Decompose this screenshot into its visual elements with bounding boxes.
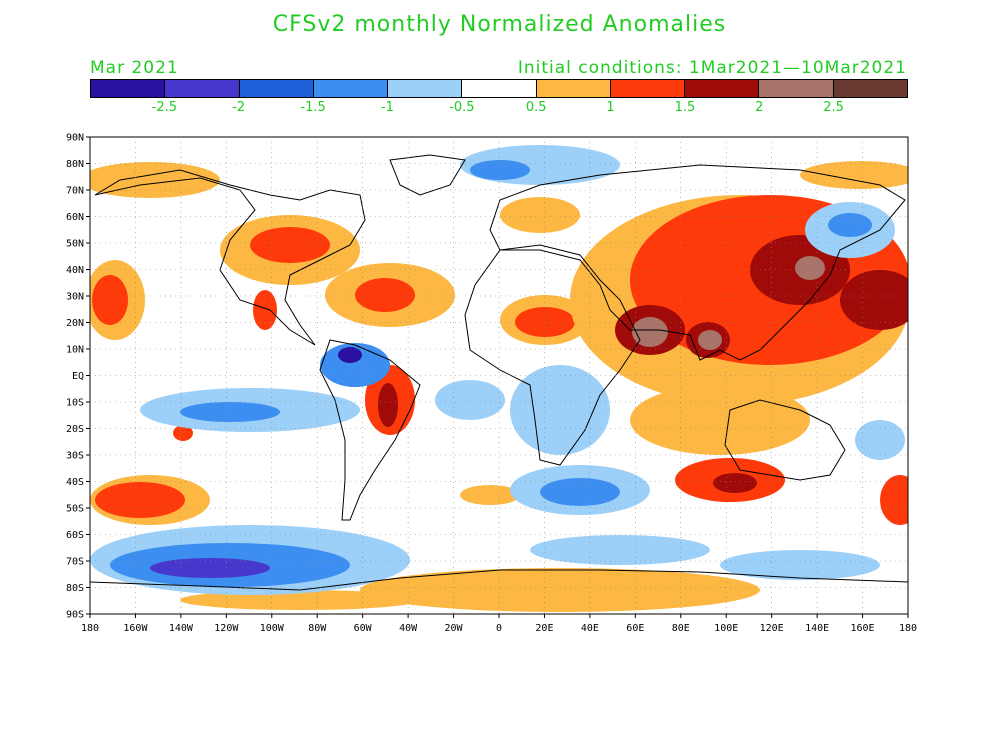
latitude-label: 80N xyxy=(66,159,84,170)
longitude-label: 120W xyxy=(214,623,239,634)
colorbar-segment xyxy=(239,80,314,97)
colorbar-segment xyxy=(91,80,166,97)
longitude-label: 0 xyxy=(496,623,502,634)
latitude-labels: 90N 80N 70N 60N 50N 40N 30N 20N 10N EQ 10S 20S 30S 40… xyxy=(66,133,84,621)
longitude-label: 180 xyxy=(899,623,917,634)
colorbar-segment xyxy=(610,80,686,97)
longitude-label: 20E xyxy=(535,623,553,634)
forecast-month-label: Mar 2021 xyxy=(90,58,179,78)
latitude-label: 70N xyxy=(66,186,84,197)
colorbar-segment xyxy=(313,80,389,97)
longitude-label: 80W xyxy=(308,623,327,634)
colorbar-labels: -2.5 -2 -1.5 -1 -0.5 0.5 1 1.5 2 2.5 xyxy=(90,100,908,116)
colorbar-tick-label: -2 xyxy=(232,100,246,115)
colorbar-tick-label: 1 xyxy=(606,100,615,115)
longitude-labels: 180 160W 140W 120W 100W 80W 60W 40W 20W 0 20E 40E 60… xyxy=(81,623,917,634)
latitude-label: 90S xyxy=(66,610,84,621)
colorbar-segment xyxy=(462,80,537,97)
map-title: CFSv2 monthly Normalized Anomalies xyxy=(272,12,727,37)
latitude-label: 30S xyxy=(66,451,84,462)
colorbar xyxy=(90,79,908,98)
latitude-label: 90N xyxy=(66,133,84,144)
colorbar-tick-label: -0.5 xyxy=(449,100,475,115)
anomaly-fields xyxy=(90,145,908,612)
latitude-label: 50N xyxy=(66,239,84,250)
colorbar-tick-label: 1.5 xyxy=(674,100,696,115)
colorbar-segment xyxy=(685,80,760,97)
latitude-label: 20N xyxy=(66,318,84,329)
longitude-label: 80E xyxy=(672,623,690,634)
latitude-label: 40N xyxy=(66,265,84,276)
latitude-label: 70S xyxy=(66,557,84,568)
colorbar-segment xyxy=(833,80,907,97)
latitude-label: 30N xyxy=(66,292,84,303)
lat-lon-grid xyxy=(86,136,909,618)
longitude-label: 160W xyxy=(123,623,148,634)
latitude-label: 60S xyxy=(66,530,84,541)
longitude-label: 120E xyxy=(760,623,784,634)
latitude-label: 20S xyxy=(66,424,84,435)
colorbar-segment xyxy=(536,80,611,97)
colorbar-segment xyxy=(388,80,463,97)
longitude-label: 140W xyxy=(169,623,194,634)
colorbar-tick-label: 0.5 xyxy=(525,100,547,115)
coastlines xyxy=(90,154,908,591)
longitude-label: 100E xyxy=(714,623,738,634)
longitude-label: 60W xyxy=(354,623,373,634)
longitude-label: 20W xyxy=(445,623,464,634)
latitude-label: 50S xyxy=(66,504,84,515)
colorbar-tick-label: -1 xyxy=(380,100,394,115)
longitude-label: 160E xyxy=(851,623,875,634)
latitude-label: 40S xyxy=(66,477,84,488)
latitude-label: 60N xyxy=(66,212,84,223)
colorbar-tick-label: -1.5 xyxy=(300,100,326,115)
initial-conditions-label: Initial conditions: 1Mar2021—10Mar2021 xyxy=(517,58,907,78)
longitude-label: 100W xyxy=(260,623,285,634)
colorbar-segment xyxy=(165,80,240,97)
longitude-label: 180 xyxy=(81,623,99,634)
longitude-label: 140E xyxy=(805,623,829,634)
latitude-label: 80S xyxy=(66,583,84,594)
latitude-label: 10N xyxy=(66,345,84,356)
warm-anomaly-regions xyxy=(90,161,908,612)
latitude-label: EQ xyxy=(72,371,84,382)
cold-anomaly-regions xyxy=(90,145,905,595)
colorbar-tick-label: -2.5 xyxy=(151,100,178,115)
longitude-label: 40W xyxy=(399,623,418,634)
longitude-label: 40E xyxy=(581,623,599,634)
latitude-label: 10S xyxy=(66,398,84,409)
colorbar-tick-label: 2.5 xyxy=(823,100,844,115)
colorbar-segment xyxy=(759,80,834,97)
colorbar-tick-label: 2 xyxy=(755,100,764,115)
longitude-label: 60E xyxy=(626,623,644,634)
